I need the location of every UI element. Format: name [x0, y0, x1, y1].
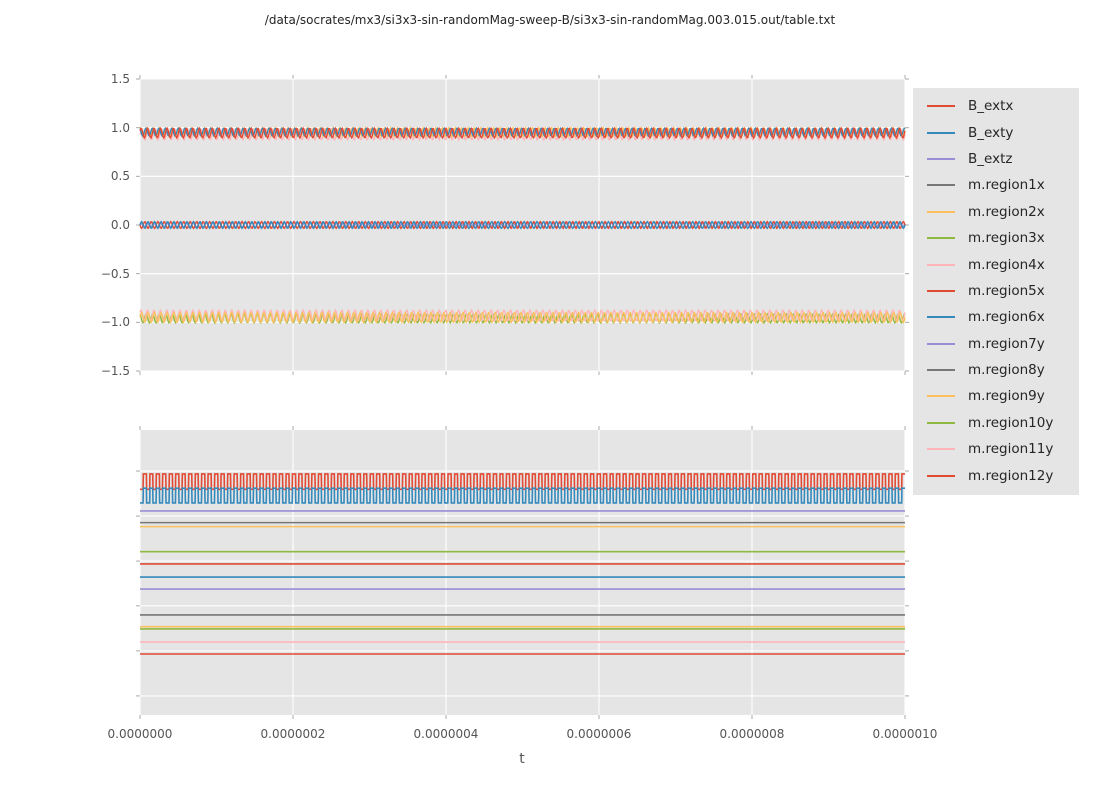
legend-line-sample [927, 395, 955, 398]
plot-title: /data/socrates/mx3/si3x3-sin-randomMag-s… [264, 13, 836, 27]
legend-line-sample [927, 316, 955, 319]
legend: B_extx B_exty B_extz m.region1x m.region2x m.… [913, 88, 1079, 495]
y-tick-label: 0.5 [110, 169, 130, 184]
legend-entry: m.region4x [913, 251, 1079, 277]
legend-line-sample [927, 263, 955, 266]
legend-entry: m.region3x [913, 225, 1079, 251]
legend-label: m.region2x [968, 203, 1045, 220]
y-tick-label: 0.0 [110, 218, 130, 232]
x-tick-label: 0.0000008 [719, 727, 785, 741]
x-tick-label: 0.0000006 [566, 727, 632, 741]
legend-line-sample [927, 237, 955, 240]
top-subplot [136, 75, 909, 375]
legend-line-sample [927, 289, 955, 292]
x-tick-label: 0.0000002 [260, 727, 326, 741]
x-tick-label: 0.0000004 [413, 727, 479, 741]
series-path-lower-band-green [139, 312, 906, 325]
y-tick-label: 1.5 [110, 72, 130, 86]
legend-label: B_exty [968, 124, 1014, 141]
legend-line-sample [927, 105, 955, 108]
legend-label: m.region9y [968, 388, 1045, 405]
legend-line-sample [927, 448, 955, 451]
y-tick-label: −1.5 [100, 364, 130, 378]
legend-label: B_extz [968, 150, 1013, 167]
legend-label: m.region7y [968, 335, 1045, 352]
x-axis-label: t [519, 751, 525, 767]
legend-line-sample [927, 184, 955, 187]
legend-label: m.region1x [968, 177, 1045, 194]
legend-line-sample [927, 131, 955, 134]
legend-label: m.region11y [968, 441, 1054, 458]
legend-entry: m.region8y [913, 357, 1079, 383]
legend-entry: m.region9y [913, 383, 1079, 409]
series-path-square-red [140, 473, 905, 491]
legend-entry: m.region11y [913, 436, 1079, 462]
series-path-lower-band-orange [139, 311, 906, 324]
legend-label: B_extx [968, 98, 1014, 115]
bottom-subplot [136, 426, 909, 719]
legend-line-sample [927, 474, 955, 477]
legend-entry: m.region10y [913, 410, 1079, 436]
legend-line-sample [927, 210, 955, 213]
series-path-square-blue [140, 487, 905, 504]
legend-entry: B_extz [913, 146, 1079, 172]
legend-line-sample [927, 157, 955, 160]
legend-line-sample [927, 342, 955, 345]
legend-entry: m.region2x [913, 199, 1079, 225]
x-tick-label: 0.0000010 [872, 727, 938, 741]
legend-label: m.region12y [968, 467, 1054, 484]
legend-label: m.region4x [968, 256, 1045, 273]
series-path-upper-band-red [139, 126, 906, 140]
legend-entry: m.region6x [913, 304, 1079, 330]
legend-entry: m.region12y [913, 462, 1079, 488]
legend-entry: B_extx [913, 93, 1079, 119]
legend-entry: m.region7y [913, 331, 1079, 357]
legend-entry: m.region5x [913, 278, 1079, 304]
y-tick-label: −1.0 [100, 315, 130, 330]
axes-background [140, 430, 905, 715]
x-tick-label: 0.0000000 [107, 727, 173, 741]
y-tick-label: 1.0 [110, 120, 130, 135]
legend-line-sample [927, 369, 955, 372]
y-tick-label: −0.5 [100, 266, 130, 281]
series-path-mid-band-blue [139, 220, 906, 230]
legend-label: m.region6x [968, 309, 1045, 326]
legend-line-sample [927, 421, 955, 424]
legend-label: m.region3x [968, 230, 1045, 247]
legend-label: m.region8y [968, 362, 1045, 379]
legend-entry: B_exty [913, 119, 1079, 145]
legend-entry: m.region1x [913, 172, 1079, 198]
legend-label: m.region10y [968, 414, 1054, 431]
legend-label: m.region5x [968, 282, 1045, 299]
